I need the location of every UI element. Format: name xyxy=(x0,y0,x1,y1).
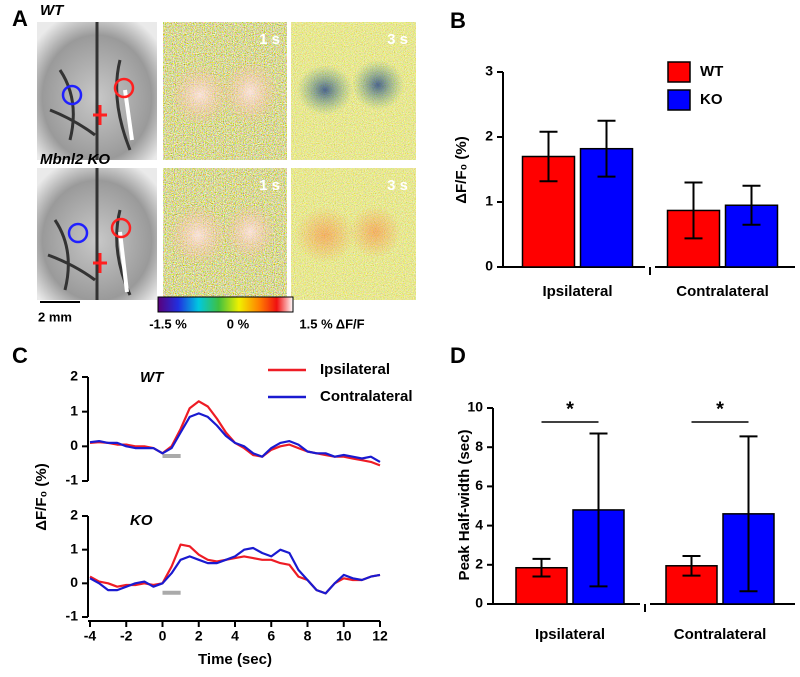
brain-image xyxy=(37,168,157,300)
error-bar xyxy=(532,557,551,578)
vessels xyxy=(47,168,132,300)
x-tick-label: 10 xyxy=(336,628,352,644)
roi-circle xyxy=(61,84,83,106)
line xyxy=(89,546,381,595)
y-tick-label: 4 xyxy=(475,516,483,532)
legend-swatch xyxy=(667,89,691,111)
error-bar xyxy=(742,184,761,226)
significance-mark: * xyxy=(566,398,574,420)
legend-label: WT xyxy=(700,63,723,80)
y-axis-label: ΔF/F₀ (%) xyxy=(33,463,50,531)
electrode xyxy=(123,89,134,141)
roi-circle xyxy=(110,217,132,239)
frame-time: 1 s xyxy=(259,177,280,194)
row-label: Mbnl2 KO xyxy=(40,151,110,168)
x-tick-label: -4 xyxy=(84,628,97,644)
activation xyxy=(297,65,353,115)
error-bar xyxy=(597,119,616,178)
x-tick-label: Contralateral xyxy=(674,626,767,643)
y-tick-label: 2 xyxy=(475,556,483,572)
error-bar xyxy=(589,432,608,588)
y-tick-label: 0 xyxy=(70,437,78,453)
brain-image xyxy=(37,22,157,160)
error-bar xyxy=(684,181,703,240)
activation xyxy=(352,60,404,110)
colorbar xyxy=(157,296,294,313)
activation xyxy=(349,206,401,258)
colorbar-label: 1.5 % ΔF/F xyxy=(299,316,364,331)
colorbar-label: 0 % xyxy=(227,316,250,331)
y-tick-label: 0 xyxy=(485,258,493,274)
activation xyxy=(168,205,228,265)
legend-label: KO xyxy=(700,91,723,108)
significance-mark: * xyxy=(716,398,724,420)
y-tick-label: 1 xyxy=(70,540,78,556)
y-tick-label: -1 xyxy=(66,472,79,488)
y-tick-label: 2 xyxy=(70,507,78,523)
scale-bar-label: 2 mm xyxy=(38,309,72,324)
y-tick-label: 2 xyxy=(485,128,493,144)
y-tick-label: 1 xyxy=(485,193,493,209)
frame-time: 1 s xyxy=(259,31,280,48)
chart-annotation: WT xyxy=(140,369,165,386)
x-tick-label: 2 xyxy=(195,628,203,644)
y-tick-label: 8 xyxy=(475,438,483,454)
roi-circle xyxy=(113,77,135,99)
error-bar xyxy=(739,435,758,593)
y-tick-label: 2 xyxy=(70,368,78,384)
frame-time: 3 s xyxy=(387,177,408,194)
bregma-mark xyxy=(93,105,107,125)
electrode xyxy=(118,231,129,293)
activation xyxy=(170,65,230,125)
y-tick-label: 0 xyxy=(475,595,483,611)
y-tick-label: 0 xyxy=(70,574,78,590)
colorbar-label: -1.5 % xyxy=(149,316,187,331)
error-bar xyxy=(539,130,558,183)
activation xyxy=(295,207,355,263)
x-tick-label: Contralateral xyxy=(676,283,769,300)
x-tick-label: 12 xyxy=(372,628,388,644)
line xyxy=(89,543,381,595)
x-tick-label: 4 xyxy=(231,628,239,644)
y-axis-label: Peak Half-width (sec) xyxy=(456,430,473,581)
error-bar xyxy=(682,554,701,577)
y-tick-label: 1 xyxy=(70,402,78,418)
y-tick-label: 3 xyxy=(485,63,493,79)
legend-swatch xyxy=(667,61,691,83)
x-tick-label: Ipsilateral xyxy=(535,626,605,643)
vessels xyxy=(49,22,132,160)
panel-label: B xyxy=(450,8,466,33)
x-tick-label: Ipsilateral xyxy=(542,283,612,300)
row-label: WT xyxy=(40,2,65,19)
y-tick-label: 6 xyxy=(475,477,483,493)
y-tick-label: 10 xyxy=(467,399,483,415)
x-axis-label: Time (sec) xyxy=(198,651,272,668)
legend-label: Contralateral xyxy=(320,388,413,405)
activation xyxy=(224,204,276,260)
chart-annotation: KO xyxy=(130,512,153,529)
legend-label: Ipsilateral xyxy=(320,361,390,378)
x-tick-label: 0 xyxy=(159,628,167,644)
y-tick-label: -1 xyxy=(66,608,79,624)
line xyxy=(89,412,381,463)
bregma-mark xyxy=(93,253,107,273)
x-tick-label: 8 xyxy=(304,628,312,644)
y-axis-label: ΔF/F₀ (%) xyxy=(453,136,470,204)
roi-circle xyxy=(67,222,89,244)
panel-label: C xyxy=(12,343,28,368)
x-tick-label: 6 xyxy=(267,628,275,644)
panel-label: D xyxy=(450,343,466,368)
frame-time: 3 s xyxy=(387,31,408,48)
activation xyxy=(222,60,278,124)
x-tick-label: -2 xyxy=(120,628,133,644)
panel-label: A xyxy=(12,6,28,31)
